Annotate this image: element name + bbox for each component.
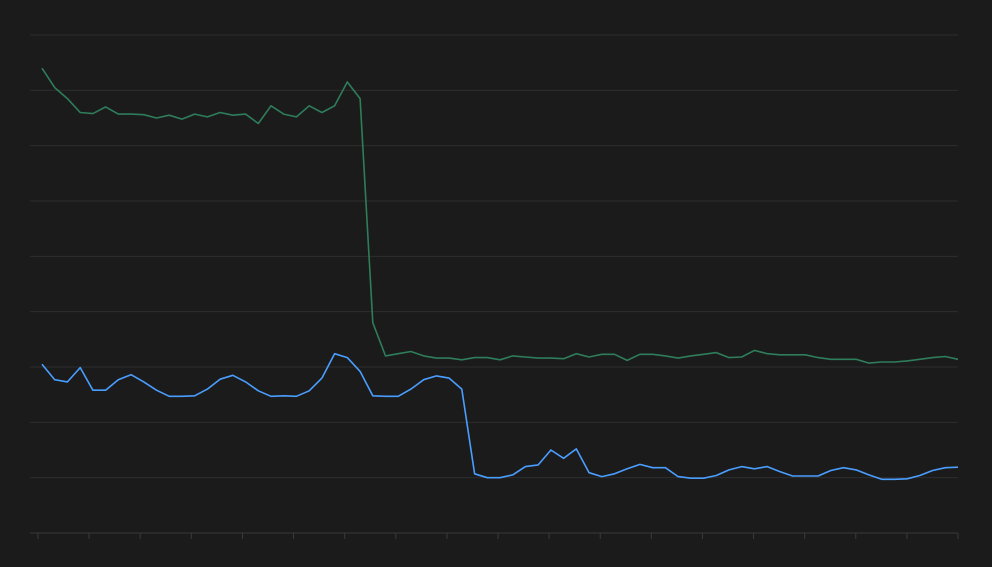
series-lines	[41, 67, 959, 481]
series-line-green	[41, 67, 959, 364]
x-axis	[37, 533, 959, 539]
grid-lines	[30, 34, 958, 534]
series-line-blue	[41, 352, 959, 481]
